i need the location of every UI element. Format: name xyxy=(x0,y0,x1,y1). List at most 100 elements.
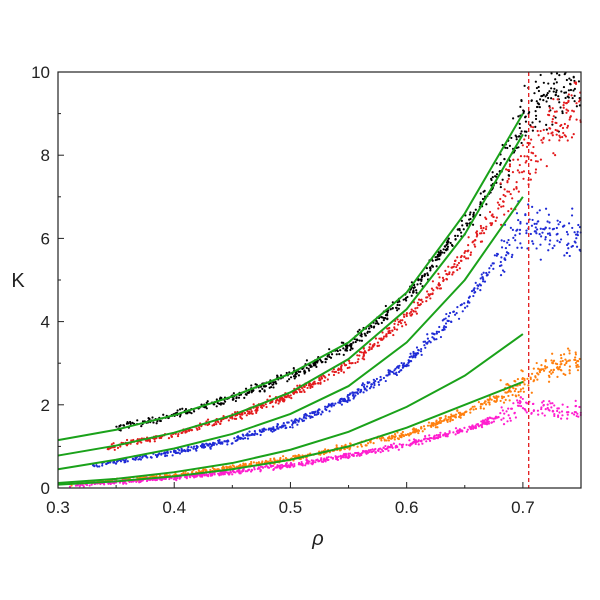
data-point xyxy=(565,108,568,111)
data-point xyxy=(557,415,560,419)
data-point xyxy=(408,312,411,315)
data-point xyxy=(478,232,482,235)
data-point xyxy=(403,315,406,318)
data-point xyxy=(507,407,510,410)
data-point xyxy=(311,385,314,388)
data-point xyxy=(351,347,354,350)
data-point xyxy=(428,339,431,343)
data-point xyxy=(481,422,484,425)
data-point xyxy=(416,301,419,304)
data-point xyxy=(244,387,248,390)
data-point xyxy=(386,311,389,314)
data-point xyxy=(567,89,571,92)
data-point xyxy=(368,330,371,333)
data-point xyxy=(393,322,396,325)
data-point xyxy=(190,412,193,415)
data-point xyxy=(518,126,521,130)
data-point xyxy=(508,159,512,162)
data-point xyxy=(523,130,526,133)
data-point xyxy=(398,303,401,307)
data-point xyxy=(414,442,417,446)
data-point xyxy=(312,381,315,384)
data-point xyxy=(166,451,169,455)
data-point xyxy=(507,169,511,172)
data-point xyxy=(516,158,520,161)
data-point xyxy=(472,211,475,214)
data-point xyxy=(178,449,181,452)
data-point xyxy=(469,251,473,254)
data-point xyxy=(417,279,420,282)
data-point xyxy=(479,201,482,204)
data-point xyxy=(467,301,470,304)
x-tick-label: 0.7 xyxy=(511,498,535,517)
data-point xyxy=(551,107,554,110)
data-point xyxy=(551,123,554,126)
data-point xyxy=(247,468,251,471)
data-point xyxy=(469,217,472,221)
data-point xyxy=(520,130,523,133)
data-point xyxy=(345,348,348,351)
data-point xyxy=(472,240,475,243)
data-point xyxy=(441,319,444,322)
data-point xyxy=(463,306,467,309)
data-point xyxy=(455,311,458,315)
data-point xyxy=(136,419,139,422)
data-point xyxy=(354,394,357,397)
data-point xyxy=(211,474,214,477)
data-point xyxy=(201,445,204,448)
data-point xyxy=(328,348,331,351)
data-point xyxy=(515,180,518,184)
data-point xyxy=(480,240,484,243)
data-point xyxy=(558,365,561,369)
data-point xyxy=(259,468,262,472)
data-point xyxy=(314,361,318,364)
data-point xyxy=(439,419,442,422)
data-point xyxy=(93,465,96,468)
data-point xyxy=(437,421,440,424)
data-point xyxy=(298,388,301,391)
data-point xyxy=(362,347,365,350)
data-point xyxy=(314,461,317,464)
data-point xyxy=(456,409,459,412)
data-point xyxy=(555,226,558,230)
data-point xyxy=(536,129,539,133)
data-point xyxy=(380,378,383,381)
data-point xyxy=(326,405,329,408)
data-point xyxy=(368,348,371,351)
data-point xyxy=(540,406,543,409)
data-point xyxy=(444,269,447,272)
data-point xyxy=(558,241,561,244)
data-point xyxy=(435,338,438,341)
data-point xyxy=(468,213,471,216)
data-point xyxy=(373,448,376,451)
data-point xyxy=(363,332,366,335)
data-point xyxy=(322,452,326,456)
data-point xyxy=(536,211,539,214)
data-point xyxy=(257,466,260,469)
data-point xyxy=(519,396,522,399)
data-point xyxy=(289,376,293,379)
data-point xyxy=(551,134,554,137)
data-point xyxy=(310,459,313,462)
data-point xyxy=(303,369,306,372)
data-point xyxy=(131,421,134,424)
data-point xyxy=(551,118,554,121)
data-point xyxy=(243,412,247,415)
data-point xyxy=(468,295,471,298)
data-point xyxy=(499,260,502,264)
data-point xyxy=(320,457,323,460)
data-point xyxy=(536,160,539,163)
data-point xyxy=(156,420,159,423)
data-point xyxy=(554,116,557,119)
data-point xyxy=(469,411,472,414)
data-point xyxy=(326,355,329,358)
data-point xyxy=(261,387,264,390)
data-point xyxy=(246,437,250,440)
data-point xyxy=(564,358,567,361)
data-point xyxy=(511,197,514,200)
data-point xyxy=(448,311,452,315)
data-point xyxy=(386,318,389,321)
data-point xyxy=(457,261,461,265)
data-point xyxy=(523,116,527,119)
data-point xyxy=(227,419,230,422)
